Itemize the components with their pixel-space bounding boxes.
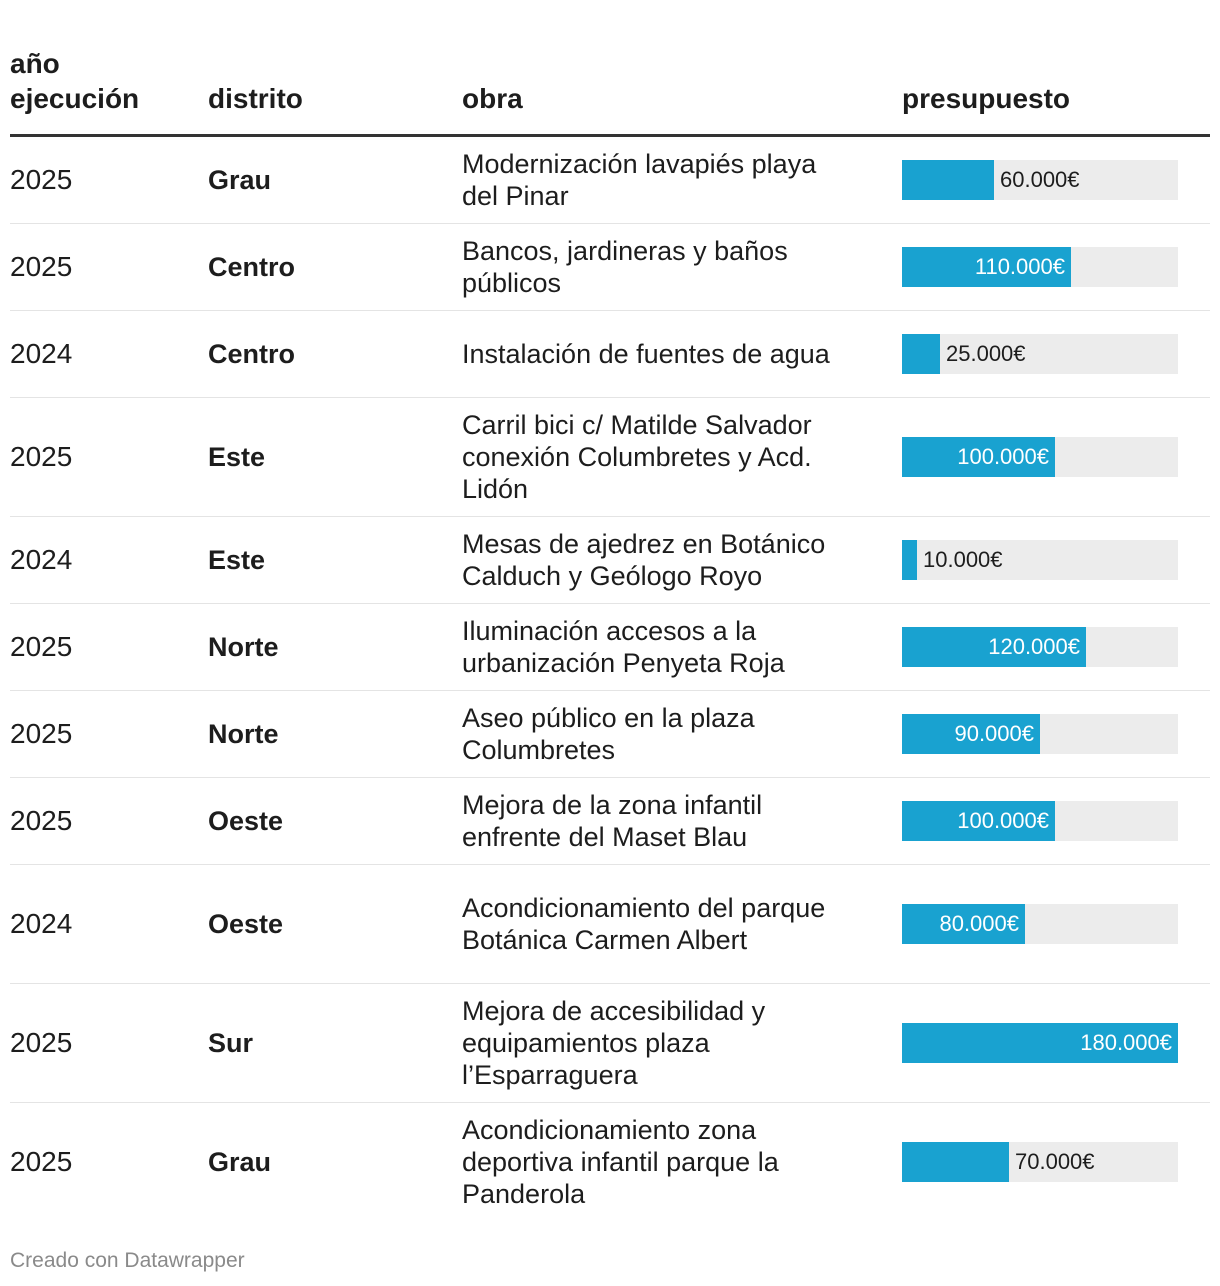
budget-bar bbox=[902, 627, 1086, 667]
budget-bar-track: 120.000€ bbox=[902, 627, 1178, 667]
budget-bar-track: 25.000€ bbox=[902, 334, 1178, 374]
budget-label: 90.000€ bbox=[954, 721, 1034, 746]
cell-work: Mejora de accesibilidad y equipamientos … bbox=[462, 996, 766, 1090]
budget-label: 180.000€ bbox=[1080, 1030, 1172, 1055]
cell-district: Centro bbox=[208, 252, 295, 282]
table-header: año ejecución distrito obra presupuesto bbox=[10, 0, 1210, 137]
cell-district: Grau bbox=[208, 1147, 272, 1177]
table-row: 2024 Oeste Acondicionamiento del parque Bo… bbox=[10, 865, 1210, 984]
budget-bar bbox=[902, 160, 994, 200]
table-row: 2025 Centro Bancos, jardineras y baños púb… bbox=[10, 224, 1210, 311]
table-row: 2024 Centro Instalación de fuentes de agua… bbox=[10, 311, 1210, 398]
budget-bar-track: 100.000€ bbox=[902, 437, 1178, 477]
budget-bar-track: 70.000€ bbox=[902, 1142, 1178, 1182]
budget-bar-track: 180.000€ bbox=[902, 1023, 1178, 1063]
table-row: 2025 Este Carril bici c/ Matilde Salvador … bbox=[10, 398, 1210, 517]
cell-district: Grau bbox=[208, 165, 272, 195]
cell-work: Instalación de fuentes de agua bbox=[462, 339, 830, 369]
budget-bar bbox=[902, 540, 917, 580]
budget-table: año ejecución distrito obra presupuesto … bbox=[10, 0, 1210, 1221]
table-row: 2025 Grau Acondicionamiento zona deportiva… bbox=[10, 1103, 1210, 1221]
cell-work: Mejora de la zona infantil enfrente del … bbox=[462, 790, 763, 852]
table-row: 2025 Norte Aseo público en la plaza Columb… bbox=[10, 691, 1210, 778]
budget-bar bbox=[902, 714, 1040, 754]
cell-year: 2025 bbox=[10, 805, 73, 836]
budget-bar bbox=[902, 1023, 1178, 1063]
budget-bar bbox=[902, 904, 1025, 944]
cell-work: Bancos, jardineras y baños públicos bbox=[462, 236, 788, 298]
budget-bar-track: 110.000€ bbox=[902, 247, 1178, 287]
cell-district: Este bbox=[208, 545, 266, 575]
cell-year: 2025 bbox=[10, 164, 73, 195]
budget-bar bbox=[902, 247, 1071, 287]
budget-bar bbox=[902, 1142, 1009, 1182]
budget-label: 100.000€ bbox=[957, 808, 1049, 833]
footer-credit: Creado con Datawrapper bbox=[10, 1249, 245, 1272]
cell-district: Oeste bbox=[208, 806, 284, 836]
header-work[interactable]: obra bbox=[462, 83, 523, 114]
budget-label: 100.000€ bbox=[957, 444, 1049, 469]
cell-work: Acondicionamiento zona deportiva infanti… bbox=[462, 1115, 779, 1209]
budget-bar-track: 80.000€ bbox=[902, 904, 1178, 944]
cell-district: Centro bbox=[208, 339, 295, 369]
header-year[interactable]: año ejecución bbox=[10, 48, 140, 114]
cell-work: Mesas de ajedrez en Botánico Calduch y G… bbox=[462, 529, 826, 591]
cell-district: Oeste bbox=[208, 909, 284, 939]
cell-work: Carril bici c/ Matilde Salvador conexión… bbox=[462, 410, 812, 504]
cell-year: 2024 bbox=[10, 544, 73, 575]
cell-work: Iluminación accesos a la urbanización Pe… bbox=[462, 616, 785, 678]
budget-label: 60.000€ bbox=[1000, 167, 1080, 192]
budget-bar-track: 60.000€ bbox=[902, 160, 1178, 200]
cell-year: 2025 bbox=[10, 1146, 73, 1177]
header-budget[interactable]: presupuesto bbox=[902, 83, 1071, 114]
budget-label: 70.000€ bbox=[1015, 1149, 1095, 1174]
budget-bar bbox=[902, 801, 1055, 841]
budget-label: 110.000€ bbox=[974, 254, 1065, 279]
budget-bar-track: 10.000€ bbox=[902, 540, 1178, 580]
cell-work: Modernización lavapiés playa del Pinar bbox=[462, 149, 817, 211]
budget-bar-track: 90.000€ bbox=[902, 714, 1178, 754]
cell-year: 2024 bbox=[10, 908, 73, 939]
cell-district: Sur bbox=[208, 1028, 254, 1058]
cell-year: 2025 bbox=[10, 718, 73, 749]
cell-district: Norte bbox=[208, 632, 279, 662]
table-row: 2025 Norte Iluminación accesos a la urbani… bbox=[10, 604, 1210, 691]
budget-label: 80.000€ bbox=[939, 911, 1019, 936]
budget-label: 10.000€ bbox=[923, 547, 1003, 572]
table-row: 2024 Este Mesas de ajedrez en Botánico Cal… bbox=[10, 517, 1210, 604]
cell-district: Este bbox=[208, 442, 266, 472]
budget-label: 25.000€ bbox=[946, 341, 1026, 366]
table-row: 2025 Sur Mejora de accesibilidad y equipam… bbox=[10, 984, 1210, 1103]
header-district[interactable]: distrito bbox=[208, 83, 303, 114]
budget-label: 120.000€ bbox=[988, 634, 1080, 659]
budget-bar-track: 100.000€ bbox=[902, 801, 1178, 841]
table-row: 2025 Oeste Mejora de la zona infantil enfr… bbox=[10, 778, 1210, 865]
cell-work: Aseo público en la plaza Columbretes bbox=[462, 703, 755, 765]
cell-year: 2025 bbox=[10, 251, 73, 282]
cell-year: 2025 bbox=[10, 441, 73, 472]
cell-year: 2025 bbox=[10, 1027, 73, 1058]
cell-district: Norte bbox=[208, 719, 279, 749]
table-row: 2025 Grau Modernización lavapiés playa del… bbox=[10, 137, 1210, 224]
cell-year: 2024 bbox=[10, 338, 73, 369]
cell-year: 2025 bbox=[10, 631, 73, 662]
table-body: 2025 Grau Modernización lavapiés playa del… bbox=[10, 137, 1210, 1221]
budget-bar bbox=[902, 334, 940, 374]
budget-bar bbox=[902, 437, 1055, 477]
cell-work: Acondicionamiento del parque Botánica Ca… bbox=[462, 893, 826, 955]
